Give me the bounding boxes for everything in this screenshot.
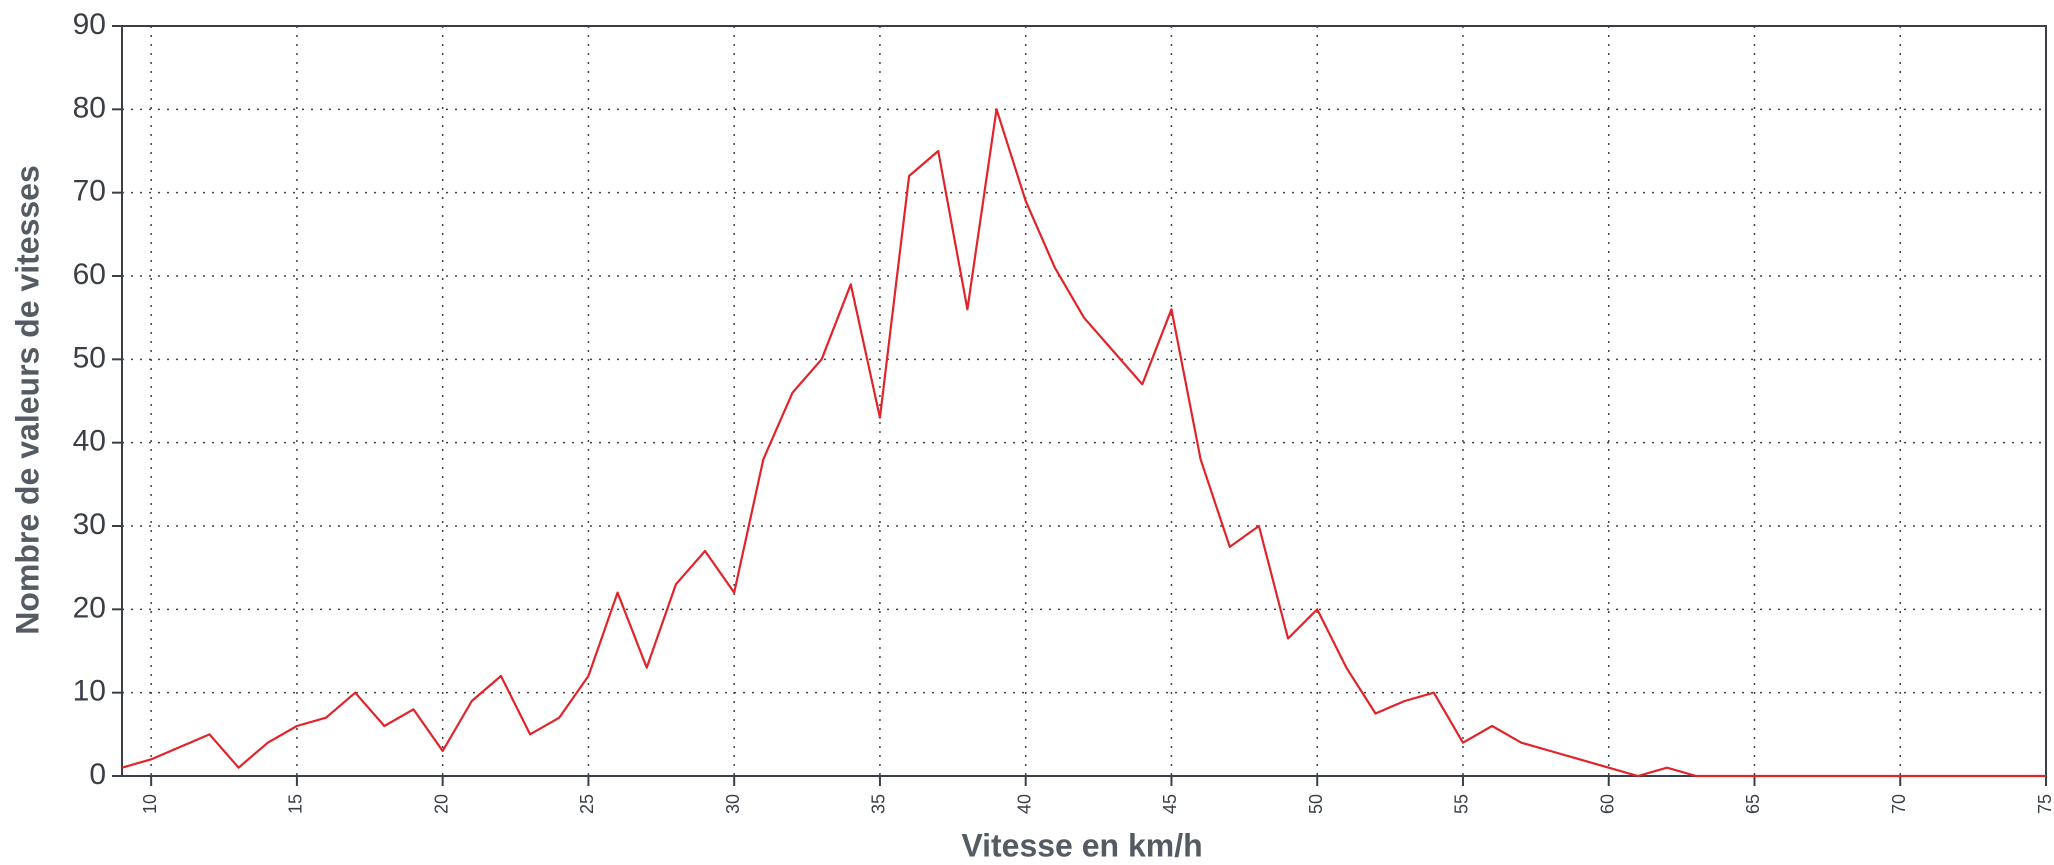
y-tick-label: 70 bbox=[73, 175, 106, 208]
x-tick-label: 30 bbox=[723, 794, 743, 814]
x-tick-label: 25 bbox=[577, 794, 597, 814]
x-tick-label: 35 bbox=[869, 794, 889, 814]
plot-frame bbox=[121, 25, 2047, 777]
x-tick-label: 20 bbox=[431, 794, 451, 814]
data-line bbox=[121, 108, 2046, 778]
x-tick-label: 45 bbox=[1160, 794, 1180, 814]
x-tick-label: 65 bbox=[1743, 794, 1763, 814]
x-tick-label: 70 bbox=[1889, 794, 1909, 814]
y-tick-label: 60 bbox=[73, 258, 106, 291]
y-tick-label: 90 bbox=[73, 8, 106, 41]
y-tick-label: 20 bbox=[73, 591, 106, 624]
y-axis-label: Nombre de valeurs de vitesses bbox=[9, 165, 45, 635]
x-axis-label: Vitesse en km/h bbox=[961, 827, 1202, 863]
x-tick-label: 50 bbox=[1306, 794, 1326, 814]
y-tick-label: 80 bbox=[73, 91, 106, 124]
x-tick-label: 75 bbox=[2035, 794, 2054, 814]
x-tick-label: 10 bbox=[140, 794, 160, 814]
y-tick-label: 10 bbox=[73, 675, 106, 708]
x-tick-label: 60 bbox=[1597, 794, 1617, 814]
y-tick-label: 40 bbox=[73, 425, 106, 458]
x-tick-label: 40 bbox=[1014, 794, 1034, 814]
x-tick-label: 15 bbox=[286, 794, 306, 814]
y-tick-label: 30 bbox=[73, 508, 106, 541]
y-tick-label: 0 bbox=[89, 758, 106, 791]
y-tick-label: 50 bbox=[73, 341, 106, 374]
x-tick-label: 55 bbox=[1452, 794, 1472, 814]
